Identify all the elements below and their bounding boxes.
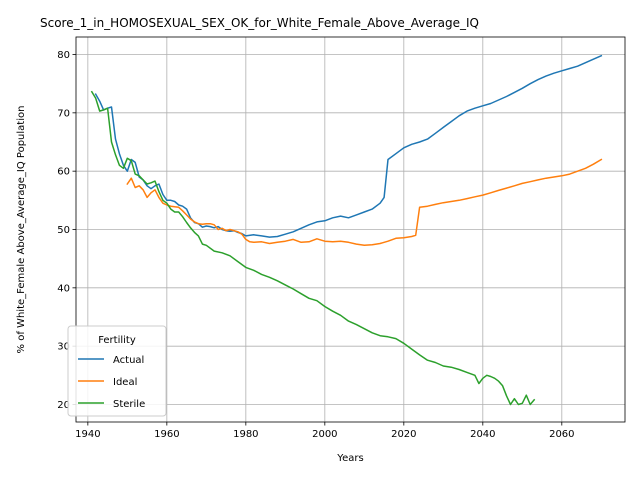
x-tick-label: 1960 [154, 429, 179, 440]
chart-title: Score_1_in_HOMOSEXUAL_SEX_OK_for_White_F… [40, 16, 479, 30]
y-tick-label: 40 [57, 283, 70, 294]
y-tick-label: 30 [57, 342, 70, 353]
y-tick-label: 20 [57, 400, 70, 411]
legend-label-actual: Actual [113, 355, 144, 366]
y-axis-ticks: 20 30 40 50 60 70 80 [57, 50, 76, 411]
y-tick-label: 70 [57, 108, 70, 119]
x-tick-label: 2060 [549, 429, 574, 440]
series-layer [90, 54, 603, 406]
y-tick-label: 80 [57, 50, 70, 61]
legend-title: Fertility [98, 335, 136, 346]
legend-label-sterile: Sterile [113, 399, 145, 410]
grid-lines [76, 37, 625, 422]
y-axis-label: % of White_Female Above_Average_IQ Popul… [16, 106, 27, 354]
legend-label-ideal: Ideal [113, 377, 137, 388]
x-tick-label: 1980 [233, 429, 258, 440]
legend: Fertility Actual Ideal Sterile [67, 325, 167, 417]
series-line-ideal [126, 158, 603, 247]
x-tick-label: 2000 [312, 429, 337, 440]
x-tick-label: 1940 [75, 429, 100, 440]
x-tick-label: 2020 [391, 429, 416, 440]
series-line-actual [94, 54, 603, 238]
x-tick-label: 2040 [470, 429, 495, 440]
series-line-sterile [90, 90, 536, 406]
legend-box [67, 325, 167, 417]
y-tick-label: 60 [57, 167, 70, 178]
y-tick-label: 50 [57, 225, 70, 236]
x-axis-ticks: 1940 1960 1980 2000 2020 2040 2060 [75, 422, 575, 440]
x-axis-label: Years [336, 453, 363, 464]
